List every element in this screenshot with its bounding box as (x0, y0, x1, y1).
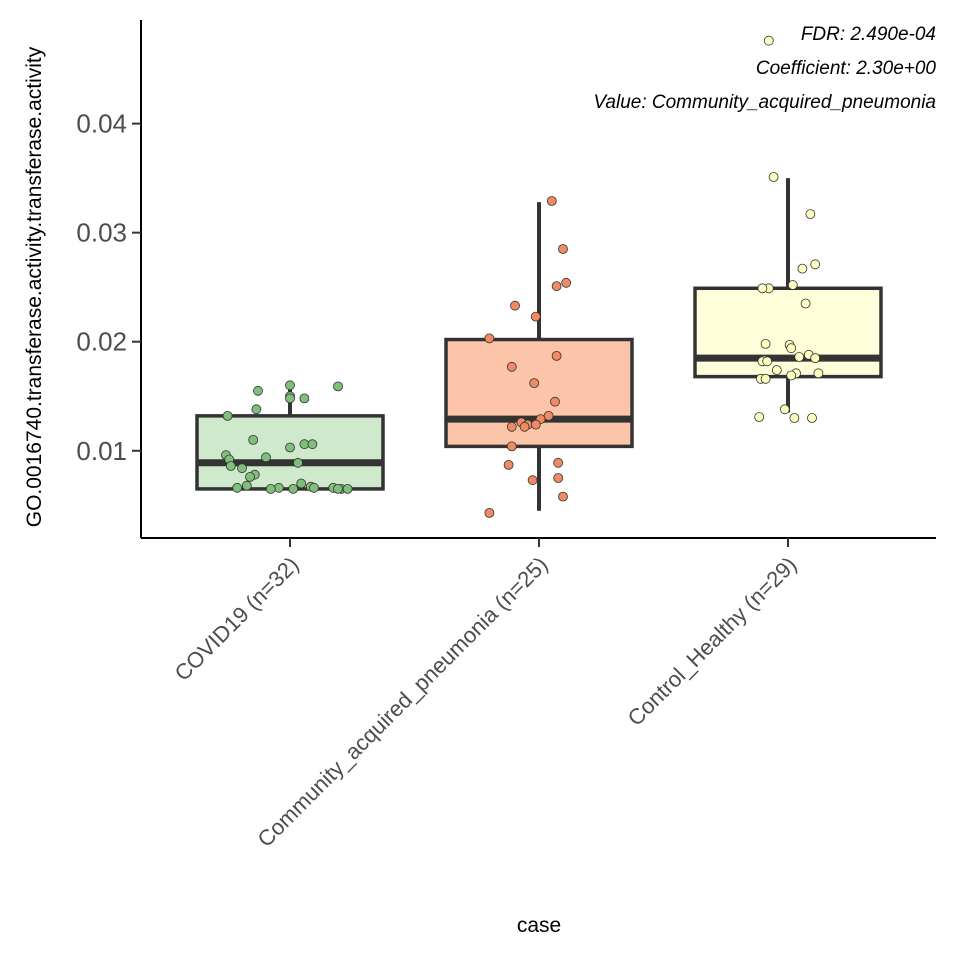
data-point (237, 463, 247, 474)
annotation-coefficient: Coefficient: 2.30e+00 (756, 58, 937, 79)
data-point (553, 457, 564, 468)
y-ticks: 0.01 0.02 0.03 0.04 (76, 109, 141, 466)
y-tick-label: 0.03 (76, 218, 127, 248)
points-layer (221, 35, 824, 518)
data-point (506, 441, 517, 452)
x-tick-label: Community_acquired_pneumonia (n=25) (253, 552, 553, 852)
data-point (813, 368, 824, 379)
data-point (810, 259, 821, 270)
data-point (506, 361, 517, 372)
data-point (253, 385, 263, 396)
data-point (519, 421, 530, 432)
data-point (807, 413, 817, 423)
data-point (794, 352, 805, 362)
data-point (225, 461, 236, 471)
data-point (763, 35, 774, 46)
x-axis-title: case (517, 914, 561, 937)
data-point (754, 412, 765, 422)
x-tick-label: COVID19 (n=32) (170, 552, 304, 686)
x-ticks: COVID19 (n=32)Community_acquired_pneumon… (170, 538, 802, 852)
data-point (232, 482, 243, 493)
data-point (768, 172, 779, 182)
data-point (285, 442, 295, 453)
data-point (251, 404, 262, 415)
data-point (558, 491, 568, 502)
data-point (760, 338, 771, 349)
box (444, 337, 634, 449)
data-point (551, 350, 562, 361)
data-point (527, 475, 538, 486)
data-point (293, 457, 303, 468)
data-point (484, 508, 495, 518)
data-point (561, 277, 572, 288)
data-point (296, 478, 307, 489)
data-point (805, 209, 816, 220)
data-point (762, 356, 773, 367)
box (693, 286, 883, 379)
data-point (550, 396, 560, 407)
x-tick-label: Control_Healthy (n=29) (623, 552, 802, 731)
data-point (299, 393, 310, 404)
data-point (248, 434, 259, 445)
data-point (285, 393, 295, 404)
data-point (530, 419, 541, 430)
data-point (506, 421, 517, 432)
data-point (307, 439, 318, 450)
y-tick-label: 0.04 (76, 109, 127, 139)
data-point (510, 300, 520, 311)
data-point (551, 281, 562, 292)
data-point (342, 483, 353, 494)
y-tick-label: 0.01 (76, 436, 127, 466)
data-point (760, 373, 771, 384)
data-point (285, 380, 295, 391)
data-point (787, 280, 798, 290)
y-axis-title: GO.0016740.transferase.activity.transfer… (23, 46, 46, 527)
annotation-value: Value: Community_acquired_pneumonia (593, 92, 936, 113)
data-point (484, 333, 495, 344)
data-point (261, 452, 271, 463)
data-point (503, 459, 514, 470)
data-point (771, 365, 782, 376)
data-point (810, 353, 821, 364)
data-point (273, 482, 284, 493)
data-point (786, 343, 797, 354)
data-point (800, 298, 811, 309)
data-point (309, 482, 319, 493)
y-tick-label: 0.02 (76, 327, 127, 357)
data-point (288, 483, 299, 494)
data-point (786, 370, 797, 381)
data-point (530, 311, 541, 322)
data-point (333, 381, 343, 392)
data-point (265, 483, 276, 494)
data-point (222, 410, 233, 421)
data-point (546, 196, 557, 206)
data-point (757, 283, 768, 294)
data-point (789, 413, 800, 423)
data-point (241, 480, 252, 491)
data-point (797, 263, 808, 274)
data-point (333, 483, 343, 494)
data-point (558, 244, 568, 254)
data-point (553, 473, 564, 483)
data-point (779, 404, 790, 415)
data-point (529, 378, 540, 389)
data-point (245, 471, 255, 482)
annotation-fdr: FDR: 2.490e-04 (801, 24, 936, 45)
